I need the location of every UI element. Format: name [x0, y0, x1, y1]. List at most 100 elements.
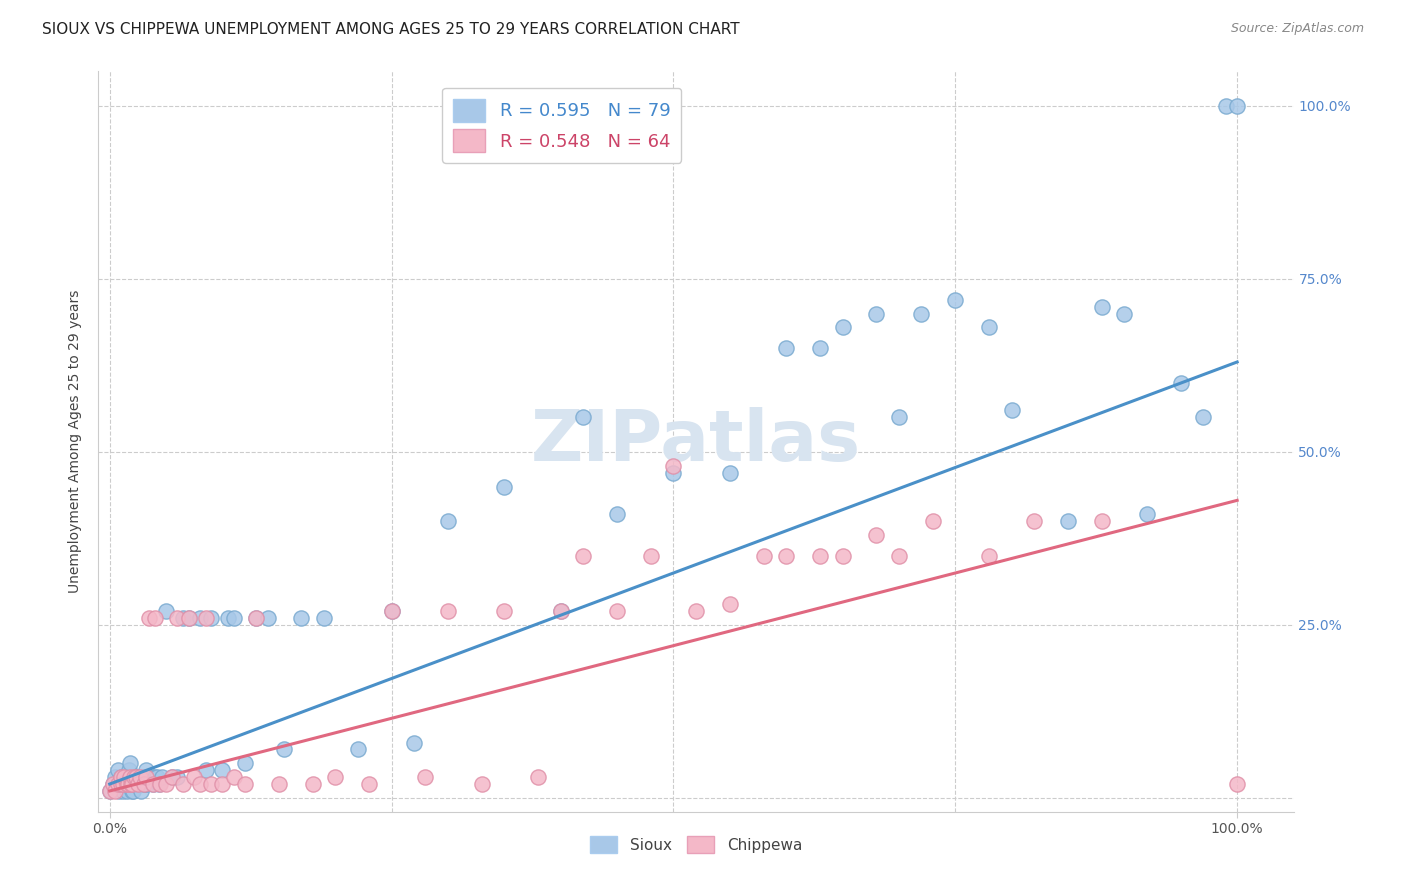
- Point: [865, 528, 887, 542]
- Point: [233, 756, 256, 771]
- Point: [267, 777, 290, 791]
- Point: [104, 784, 127, 798]
- Point: [135, 770, 157, 784]
- Point: [527, 770, 550, 784]
- Point: [831, 549, 853, 563]
- Point: [98, 784, 121, 798]
- Point: [121, 777, 143, 791]
- Point: [200, 777, 222, 791]
- Point: [98, 784, 121, 798]
- Point: [104, 770, 127, 784]
- Text: Source: ZipAtlas.com: Source: ZipAtlas.com: [1230, 22, 1364, 36]
- Point: [112, 777, 135, 791]
- Point: [160, 770, 183, 784]
- Point: [1226, 99, 1249, 113]
- Point: [172, 611, 194, 625]
- Point: [245, 611, 267, 625]
- Point: [662, 466, 685, 480]
- Point: [357, 777, 380, 791]
- Point: [134, 777, 156, 791]
- Point: [110, 777, 132, 791]
- Point: [256, 611, 278, 625]
- Point: [107, 784, 129, 798]
- Point: [1001, 403, 1024, 417]
- Point: [662, 458, 685, 473]
- Text: SIOUX VS CHIPPEWA UNEMPLOYMENT AMONG AGES 25 TO 29 YEARS CORRELATION CHART: SIOUX VS CHIPPEWA UNEMPLOYMENT AMONG AGE…: [42, 22, 740, 37]
- Point: [211, 777, 233, 791]
- Point: [138, 611, 160, 625]
- Point: [910, 306, 932, 320]
- Point: [118, 770, 141, 784]
- Point: [1057, 514, 1080, 528]
- Point: [415, 770, 437, 784]
- Point: [117, 777, 139, 791]
- Point: [1114, 306, 1136, 320]
- Point: [110, 777, 132, 791]
- Point: [150, 770, 173, 784]
- Point: [194, 763, 217, 777]
- Point: [200, 611, 222, 625]
- Point: [166, 770, 188, 784]
- Point: [146, 770, 169, 784]
- Point: [437, 514, 460, 528]
- Point: [718, 466, 741, 480]
- Point: [273, 742, 295, 756]
- Point: [188, 777, 211, 791]
- Point: [127, 770, 149, 784]
- Point: [606, 604, 628, 618]
- Point: [107, 777, 129, 791]
- Point: [775, 341, 797, 355]
- Point: [1192, 410, 1215, 425]
- Point: [155, 604, 177, 618]
- Point: [346, 742, 368, 756]
- Point: [148, 777, 170, 791]
- Point: [110, 770, 132, 784]
- Point: [132, 770, 155, 784]
- Point: [1091, 514, 1114, 528]
- Point: [120, 777, 142, 791]
- Point: [107, 763, 129, 777]
- Point: [808, 341, 831, 355]
- Point: [183, 770, 205, 784]
- Point: [437, 604, 460, 618]
- Point: [887, 410, 910, 425]
- Point: [312, 611, 335, 625]
- Point: [550, 604, 572, 618]
- Point: [752, 549, 775, 563]
- Point: [172, 777, 194, 791]
- Point: [685, 604, 707, 618]
- Point: [323, 770, 346, 784]
- Point: [471, 777, 494, 791]
- Point: [124, 770, 146, 784]
- Point: [132, 777, 155, 791]
- Point: [101, 777, 124, 791]
- Point: [132, 777, 155, 791]
- Point: [129, 770, 152, 784]
- Text: ZIPatlas: ZIPatlas: [531, 407, 860, 476]
- Point: [143, 770, 166, 784]
- Point: [494, 479, 516, 493]
- Point: [404, 735, 426, 749]
- Point: [141, 777, 163, 791]
- Point: [124, 777, 146, 791]
- Point: [115, 784, 138, 798]
- Point: [135, 763, 157, 777]
- Point: [1215, 99, 1237, 113]
- Point: [301, 777, 323, 791]
- Point: [128, 777, 150, 791]
- Point: [1170, 376, 1192, 390]
- Point: [166, 611, 188, 625]
- Point: [831, 320, 853, 334]
- Point: [121, 777, 143, 791]
- Point: [494, 604, 516, 618]
- Point: [127, 777, 149, 791]
- Point: [217, 611, 239, 625]
- Point: [865, 306, 887, 320]
- Point: [101, 777, 124, 791]
- Point: [977, 549, 1000, 563]
- Point: [290, 611, 312, 625]
- Point: [380, 604, 402, 618]
- Point: [110, 770, 132, 784]
- Point: [141, 777, 163, 791]
- Point: [606, 507, 628, 521]
